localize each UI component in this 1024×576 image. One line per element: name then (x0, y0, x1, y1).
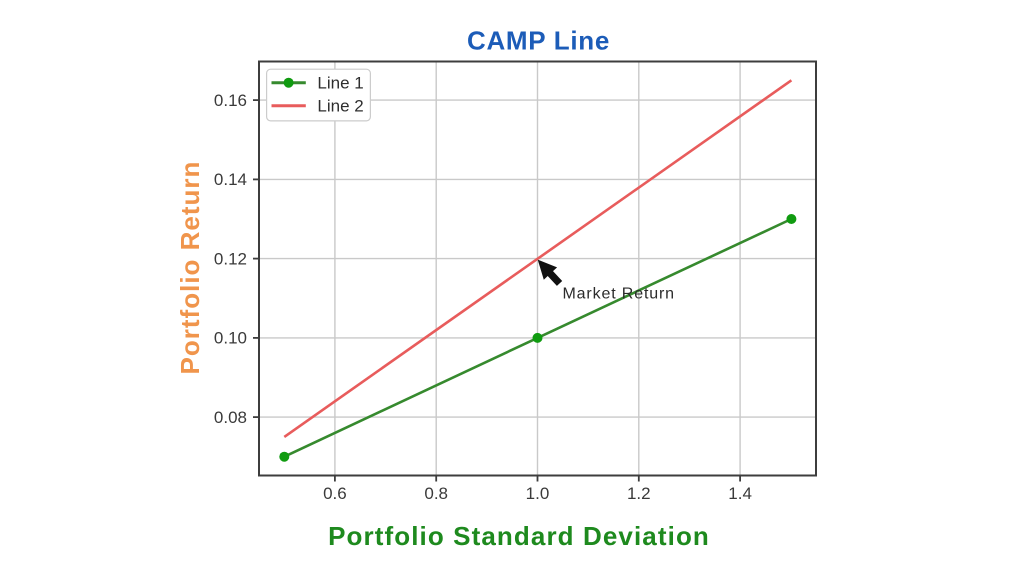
svg-text:Line 2: Line 2 (317, 97, 363, 116)
svg-text:0.16: 0.16 (214, 91, 247, 110)
svg-text:1.4: 1.4 (728, 484, 752, 503)
svg-text:1.0: 1.0 (526, 484, 550, 503)
svg-text:1.2: 1.2 (627, 484, 651, 503)
svg-text:0.10: 0.10 (214, 329, 247, 348)
svg-text:Portfolio Standard Deviation: Portfolio Standard Deviation (328, 521, 710, 551)
svg-text:0.6: 0.6 (323, 484, 347, 503)
svg-text:0.08: 0.08 (214, 408, 247, 427)
svg-text:0.14: 0.14 (214, 170, 247, 189)
svg-text:Portfolio Return: Portfolio Return (175, 161, 205, 375)
svg-text:Market Return: Market Return (563, 286, 675, 303)
svg-text:Line 1: Line 1 (317, 74, 363, 93)
svg-text:CAMP Line: CAMP Line (467, 25, 610, 55)
svg-text:0.12: 0.12 (214, 249, 247, 268)
svg-text:0.8: 0.8 (424, 484, 448, 503)
